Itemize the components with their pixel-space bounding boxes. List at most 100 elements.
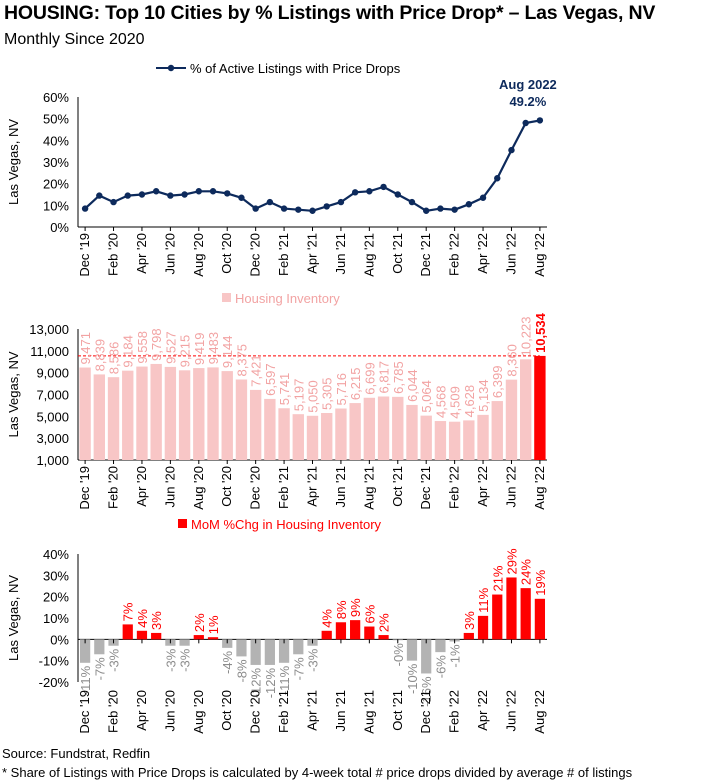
- mom-value-label: 7%: [121, 602, 136, 621]
- mom-value-label: 24%: [519, 559, 534, 585]
- mom-change-bar: [250, 639, 261, 665]
- inventory-bar: [349, 403, 361, 460]
- inventory-bar: [463, 420, 475, 460]
- mom-value-label: -11%: [277, 665, 292, 695]
- inventory-value-label: 9,558: [135, 331, 150, 364]
- x-tick-label: Feb '22: [447, 690, 462, 733]
- mom-value-label: -0%: [391, 643, 406, 667]
- inventory-bar: [306, 415, 319, 460]
- peak-annotation-value: 49.2%: [509, 94, 546, 109]
- x-tick-label: Apr '22: [475, 233, 490, 274]
- mom-change-bar: [122, 624, 133, 640]
- price-drop-point: [522, 119, 529, 127]
- y-tick-label: 40%: [43, 547, 69, 562]
- y-tick-label: 0%: [50, 632, 69, 647]
- inventory-bar: [221, 371, 233, 460]
- x-tick-label: Oct '20: [219, 466, 234, 507]
- price-drop-point: [408, 198, 416, 206]
- inventory-value-label: 5,741: [277, 373, 292, 406]
- inventory-value-label: 6,785: [391, 361, 406, 394]
- inventory-value-label: 6,817: [377, 361, 392, 394]
- price-drop-point: [195, 188, 203, 195]
- inventory-bar: [207, 367, 219, 460]
- chart-subtitle: Monthly Since 2020: [4, 31, 145, 48]
- inventory-bar: [434, 421, 447, 460]
- price-drop-point: [138, 191, 146, 198]
- legend-label: % of Active Listings with Price Drops: [190, 61, 401, 76]
- y-tick-label: 0%: [50, 220, 69, 235]
- x-tick-label: Aug '21: [361, 690, 376, 734]
- inventory-bar: [363, 397, 376, 460]
- y-tick-label: 50%: [43, 112, 69, 127]
- x-tick-label: Feb '20: [106, 233, 121, 276]
- x-tick-label: Oct '20: [219, 690, 234, 731]
- mom-value-label: -16%: [419, 676, 434, 707]
- price-drop-point: [536, 117, 544, 124]
- inventory-value-label: 9,483: [206, 332, 221, 365]
- x-tick-label: Feb '20: [106, 690, 121, 733]
- mom-change-bar: [179, 639, 190, 646]
- price-drop-point: [451, 206, 458, 213]
- mom-change-bar: [278, 639, 290, 663]
- inventory-value-label: 6,597: [263, 363, 278, 396]
- price-drop-point: [508, 146, 515, 154]
- y-axis-label: Las Vegas, NV: [6, 119, 21, 205]
- x-tick-label: Jun '21: [333, 690, 348, 732]
- mom-change-bar: [136, 630, 148, 640]
- x-tick-label: Aug '21: [361, 233, 376, 277]
- price-drop-point: [337, 198, 345, 206]
- x-tick-label: Apr '21: [305, 233, 320, 274]
- legend-label: MoM %Chg in Housing Inventory: [191, 517, 382, 532]
- inventory-bar: [122, 370, 134, 460]
- price-drop-point: [380, 183, 387, 191]
- mom-change-bar: [463, 632, 474, 640]
- y-tick-label: 7,000: [36, 388, 69, 403]
- mom-value-label: -3%: [107, 648, 122, 672]
- footnote: * Share of Listings with Price Drops is …: [2, 765, 633, 780]
- x-tick-label: Feb '21: [276, 466, 291, 509]
- inventory-bar: [519, 359, 532, 460]
- y-tick-label: 10%: [43, 198, 69, 213]
- x-tick-label: Aug '21: [361, 466, 376, 510]
- price-drop-point: [465, 201, 473, 208]
- inventory-bar: [136, 366, 148, 460]
- mom-value-label: -3%: [306, 648, 321, 672]
- x-tick-label: Jun '20: [162, 466, 177, 508]
- x-tick-label: Apr '20: [134, 690, 149, 731]
- y-tick-label: 20%: [43, 590, 69, 605]
- inventory-bar: [150, 363, 162, 460]
- y-tick-label: 3,000: [36, 431, 69, 446]
- inventory-value-label: 4,628: [462, 385, 477, 418]
- y-tick-label: 40%: [43, 133, 69, 148]
- mom-change-bar: [264, 639, 275, 665]
- inventory-bar: [420, 415, 432, 460]
- inventory-bar: [392, 396, 404, 460]
- y-tick-label: 11,000: [30, 344, 69, 359]
- mom-change-bar: [506, 577, 517, 640]
- x-tick-label: Dec '19: [77, 466, 92, 510]
- legend-swatch: [178, 519, 187, 528]
- x-tick-label: Oct '21: [390, 466, 405, 507]
- x-tick-label: Feb '20: [106, 466, 121, 509]
- price-drop-point: [422, 207, 430, 214]
- inventory-value-label: 8,360: [504, 344, 519, 377]
- inventory-value-label: 9,184: [121, 335, 136, 368]
- mom-value-label: -3%: [178, 648, 193, 672]
- x-tick-label: Aug '20: [191, 233, 206, 277]
- mom-change-bar: [534, 598, 546, 640]
- x-tick-label: Oct '20: [219, 233, 234, 274]
- inventory-value-label: 6,215: [348, 368, 363, 401]
- mom-change-bar: [207, 637, 219, 640]
- mom-value-label: 19%: [533, 569, 548, 595]
- x-tick-label: Apr '20: [134, 466, 149, 507]
- mom-value-label: -10%: [405, 663, 420, 694]
- x-tick-label: Dec '20: [248, 466, 263, 510]
- x-tick-label: Apr '20: [134, 233, 149, 274]
- x-tick-label: Jun '20: [162, 690, 177, 732]
- x-tick-label: Feb '21: [276, 233, 291, 276]
- mom-value-label: 8%: [334, 600, 349, 619]
- mom-value-label: 11%: [476, 587, 491, 612]
- mom-value-label: 4%: [320, 609, 335, 628]
- inventory-value-label: 4,509: [448, 386, 463, 419]
- inventory-value-label: 6,699: [362, 362, 377, 395]
